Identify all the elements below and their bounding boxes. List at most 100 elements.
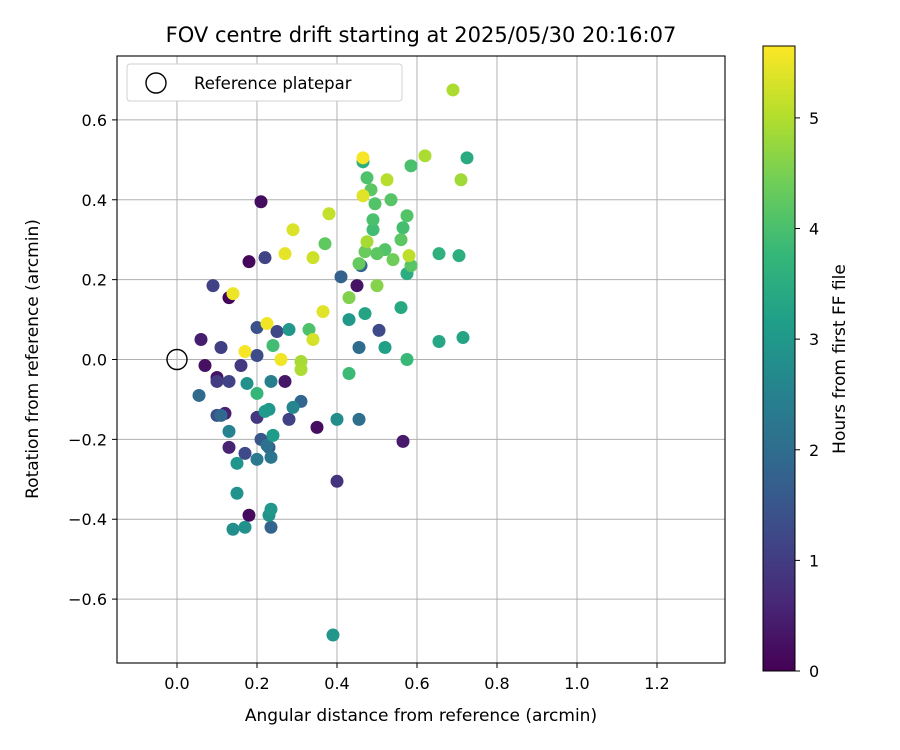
x-tick-label: 0.8: [484, 674, 509, 693]
data-point: [250, 386, 264, 400]
data-point: [352, 341, 366, 355]
legend-label: Reference platepar: [194, 74, 352, 93]
data-point: [316, 305, 330, 319]
data-point: [380, 173, 394, 187]
colorbar: [762, 45, 796, 672]
data-point: [306, 251, 320, 265]
y-tick-label: 0.0: [82, 351, 107, 370]
data-point: [432, 335, 446, 349]
data-point: [192, 388, 206, 402]
data-point: [206, 279, 220, 293]
data-point: [352, 257, 366, 271]
colorbar-label: Hours from first FF file: [830, 264, 850, 454]
data-point: [394, 301, 408, 315]
grid-lines: [117, 56, 725, 663]
y-tick-label: −0.2: [68, 430, 107, 449]
data-point: [286, 400, 300, 414]
reference-platepar-marker: [166, 348, 188, 371]
data-point: [322, 207, 336, 221]
data-point: [254, 195, 268, 209]
data-point: [342, 366, 356, 380]
data-point: [222, 424, 236, 438]
colorbar-tick-label: 0: [809, 662, 819, 681]
colorbar-tick-label: 5: [809, 109, 819, 128]
data-point: [238, 520, 252, 534]
data-point: [282, 412, 296, 426]
data-point: [260, 317, 274, 331]
data-point: [278, 374, 292, 388]
data-point: [368, 197, 382, 211]
data-point: [402, 249, 416, 263]
y-tick-label: 0.4: [82, 191, 107, 210]
data-point: [222, 440, 236, 454]
x-tick-label: 1.0: [564, 674, 589, 693]
data-point: [384, 193, 398, 207]
y-tick-label: 0.6: [82, 111, 107, 130]
data-point: [230, 456, 244, 470]
data-point: [266, 339, 280, 353]
y-tick-label: −0.6: [68, 590, 107, 609]
y-axis-label: Rotation from reference (arcmin): [23, 219, 43, 499]
x-tick-label: 1.2: [644, 674, 669, 693]
data-point: [418, 149, 432, 163]
data-point: [358, 245, 372, 259]
data-point: [396, 434, 410, 448]
scatter-points: [192, 83, 474, 642]
data-point: [274, 353, 288, 366]
data-point: [234, 358, 248, 372]
data-point: [278, 247, 292, 261]
x-tick-label: 0.6: [404, 674, 429, 693]
y-tick-label: 0.2: [82, 271, 107, 290]
data-point: [214, 341, 228, 355]
colorbar-tick-label: 3: [809, 330, 819, 349]
data-point: [302, 323, 316, 337]
data-point: [342, 313, 356, 327]
data-point: [286, 223, 300, 237]
data-point: [400, 353, 414, 366]
data-point: [404, 159, 418, 173]
data-point: [432, 247, 446, 261]
y-tick-label: −0.4: [68, 510, 107, 529]
data-point: [370, 247, 384, 261]
data-point: [250, 349, 264, 363]
data-point: [260, 438, 274, 452]
data-point: [446, 83, 460, 97]
data-point: [378, 341, 392, 355]
data-point: [242, 255, 256, 269]
data-point: [238, 345, 252, 359]
colorbar-tick-label: 4: [809, 220, 819, 239]
data-point: [366, 223, 380, 237]
x-tick-label: 0.2: [244, 674, 269, 693]
colorbar-tick-label: 2: [809, 441, 819, 460]
x-tick-label: 0.4: [324, 674, 349, 693]
data-point: [404, 259, 418, 273]
data-point: [326, 628, 340, 642]
data-point: [210, 374, 224, 388]
data-point: [230, 486, 244, 500]
data-point: [240, 376, 254, 390]
data-point: [238, 446, 252, 460]
data-point: [194, 333, 208, 347]
data-point: [452, 249, 466, 263]
data-point: [400, 209, 414, 223]
data-point: [330, 412, 344, 426]
x-tick-label: 0.0: [164, 674, 189, 693]
data-point: [250, 452, 264, 466]
data-point: [460, 151, 474, 165]
data-point: [226, 287, 240, 301]
data-point: [258, 404, 272, 418]
data-point: [454, 173, 468, 187]
data-point: [214, 408, 228, 422]
data-point: [258, 251, 272, 265]
data-point: [456, 331, 470, 345]
data-point: [352, 412, 366, 426]
data-point: [250, 321, 264, 335]
legend: Reference platepar: [126, 63, 403, 102]
data-point: [342, 291, 356, 305]
data-point: [294, 362, 308, 376]
data-point: [370, 279, 384, 293]
data-point: [310, 420, 324, 434]
data-point: [396, 221, 410, 235]
data-point: [372, 323, 386, 337]
